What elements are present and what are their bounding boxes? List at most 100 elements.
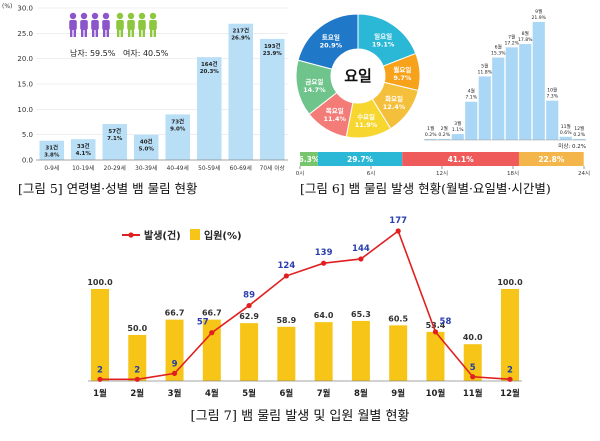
y-tick-label: 10.0 <box>17 106 33 114</box>
admission-bar <box>501 289 519 381</box>
month-bar <box>465 101 478 140</box>
bar-pct-label: 23.9% <box>263 51 283 57</box>
occurrence-point <box>209 330 215 336</box>
female-person-icon <box>116 12 124 37</box>
male-share-label: 남자: 59.5% <box>70 49 116 58</box>
slice-pct-label: 20.9% <box>320 42 343 50</box>
slice-day-label: 일요일 <box>374 31 392 40</box>
slice-pct-label: 14.7% <box>303 86 326 94</box>
month-bar-pct-label: 0.2% <box>425 132 437 138</box>
person-head <box>127 12 135 20</box>
occurrence-label: 2 <box>507 365 513 375</box>
bar-pct-label: 3.8% <box>44 153 60 159</box>
person-leg <box>73 29 76 37</box>
month-tick-label: 8월 <box>354 388 368 399</box>
legend-bar-swatch <box>190 229 200 240</box>
time-tick-label: 0시 <box>296 171 305 177</box>
admission-bar-label: 53.4 <box>426 321 446 330</box>
occurrence-point <box>507 376 513 382</box>
occurrence-point <box>395 228 401 234</box>
bar-count-label: 33건 <box>77 142 90 150</box>
month-bar-month-label: 11월 <box>561 123 571 130</box>
month-tick-label: 5월 <box>242 388 256 399</box>
person-leg <box>103 29 106 37</box>
month-bar-month-label: 2월 <box>441 125 448 132</box>
occurrence-point <box>321 260 327 266</box>
x-tick-label: 40-49세 <box>167 164 189 172</box>
y-tick-label: 20.0 <box>17 55 33 63</box>
month-bar-pct-label: 0.2% <box>573 132 585 138</box>
bar <box>102 124 128 160</box>
time-segment <box>317 152 403 166</box>
admission-bar-label: 50.0 <box>127 324 147 333</box>
month-bar-month-label: 8월 <box>522 30 529 37</box>
slice-pct-label: 11.4% <box>323 115 346 123</box>
bar <box>165 114 191 160</box>
admission-bar <box>91 289 109 381</box>
month-tick-label: 9월 <box>391 388 405 399</box>
bar-pct-label: 26.9% <box>231 36 251 42</box>
slice-pct-label: 12.4% <box>383 103 406 111</box>
bar-pct-label: 4.1% <box>76 151 92 157</box>
month-tick-label: 11월 <box>463 388 483 399</box>
x-tick-label: 70세 이상 <box>260 164 286 172</box>
month-bar-pct-label: 21.9% <box>531 15 546 21</box>
x-tick-label: 10-19세 <box>72 164 94 172</box>
bar <box>70 139 96 160</box>
bar-count-label: 193건 <box>264 42 281 50</box>
occurrence-point <box>246 302 252 309</box>
admission-bar-label: 100.0 <box>87 278 113 287</box>
month-tick-label: 10월 <box>426 388 446 399</box>
y-tick-label: 25.0 <box>17 30 33 38</box>
bar-count-label: 73건 <box>171 117 184 125</box>
unknown-month-label: 미상: 0.2% <box>558 142 586 150</box>
time-segment <box>300 152 318 166</box>
legend-line-marker <box>128 232 134 238</box>
occurrence-label: 139 <box>315 248 333 258</box>
slice-day-label: 목요일 <box>326 106 344 115</box>
month-bar-month-label: 12월 <box>574 125 584 132</box>
month-tick-label: 3월 <box>168 388 182 399</box>
occurrence-point <box>358 256 364 262</box>
caption-figure-6: [그림 6] 뱀 물림 발생 현황(월별·요일별·시간별) <box>300 181 551 196</box>
month-bar-pct-label: 17.8% <box>518 37 533 43</box>
admission-bar <box>389 325 408 381</box>
month-bar-month-label: 10월 <box>547 87 557 94</box>
bar-pct-label: 7.1% <box>107 136 123 142</box>
female-person-icon <box>138 12 146 37</box>
female-person-icon <box>149 12 157 37</box>
y-tick-label: 5.0 <box>22 131 33 139</box>
month-bar <box>492 57 505 140</box>
month-bar <box>505 47 518 140</box>
occurrence-label: 5 <box>470 363 476 373</box>
bar-count-label: 57건 <box>108 127 121 135</box>
time-segment <box>518 152 584 166</box>
person-leg <box>95 29 98 37</box>
person-body <box>80 20 88 30</box>
admission-bar-label: 40.0 <box>463 333 483 342</box>
month-bar-pct-label: 11.8% <box>477 69 492 75</box>
admission-bar-label: 65.3 <box>351 310 371 319</box>
person-leg <box>92 29 95 37</box>
bar-pct-label: 20.3% <box>200 69 220 75</box>
bar-count-label: 164건 <box>201 60 218 68</box>
month-bar-month-label: 1월 <box>427 125 434 132</box>
caption-figure-7: [그림 7] 뱀 물림 발생 및 입원 월별 현황 <box>191 409 410 424</box>
person-leg <box>128 29 131 37</box>
month-bar <box>519 44 532 140</box>
admission-bar-label: 64.0 <box>314 311 334 320</box>
bar <box>196 57 222 160</box>
month-bar-pct-label: 0.2% <box>438 132 450 138</box>
occurrence-label: 144 <box>352 244 370 254</box>
month-tick-label: 2월 <box>130 388 144 399</box>
person-leg <box>153 29 156 37</box>
slice-day-label: 금요일 <box>305 77 323 86</box>
bar-count-label: 31건 <box>45 144 58 152</box>
person-leg <box>117 29 120 37</box>
time-tick-label: 18시 <box>507 171 519 177</box>
bar-count-label: 217건 <box>232 27 249 35</box>
male-person-icon <box>80 12 88 37</box>
month-bar-pct-label: 7.1% <box>465 95 477 101</box>
female-share-label: 여자: 40.5% <box>123 48 169 58</box>
